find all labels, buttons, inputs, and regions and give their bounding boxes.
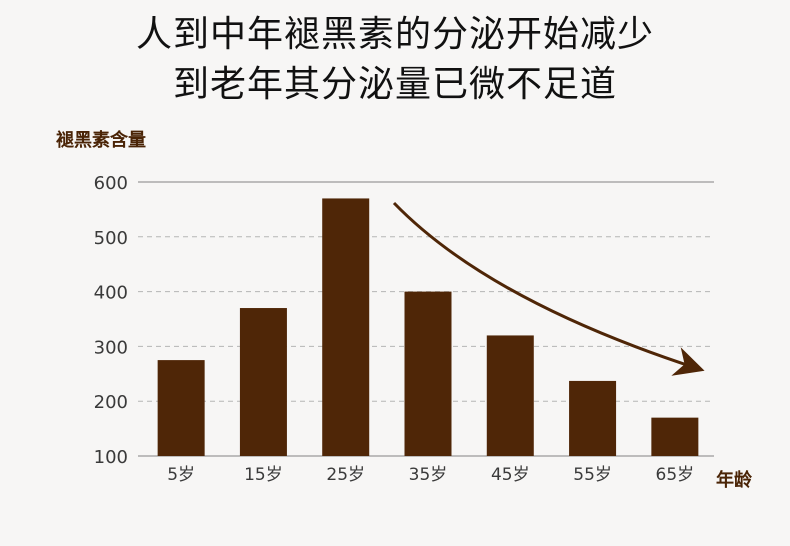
chart-title-line-2: 到老年其分泌量已微不足道: [172, 64, 617, 105]
x-tick-label: 65岁: [656, 465, 695, 485]
y-ticks: 100 200 300 400 500 600: [94, 173, 128, 468]
bar-45岁: [486, 335, 534, 456]
bar-25岁: [322, 198, 370, 456]
x-tick-label: 45岁: [491, 465, 530, 485]
bar-5岁: [157, 360, 205, 456]
y-tick-label: 500: [94, 228, 128, 249]
y-tick-label: 200: [94, 392, 128, 413]
bar-65岁: [651, 417, 699, 456]
chart-title: 人到中年褪黑素的分泌开始减少 到老年其分泌量已微不足道: [0, 10, 790, 110]
y-tick-label: 100: [94, 447, 128, 468]
y-tick-label: 600: [94, 173, 128, 194]
y-axis-label: 褪黑素含量: [56, 130, 146, 151]
x-tick-label: 35岁: [409, 465, 448, 485]
y-tick-label: 300: [94, 337, 128, 358]
bar-15岁: [239, 308, 287, 456]
y-tick-label: 400: [94, 283, 128, 304]
trend-arrow: [392, 201, 705, 376]
bar-35岁: [404, 291, 452, 456]
x-axis-label: 年龄: [716, 470, 752, 491]
x-ticks: 5岁 15岁 25岁 35岁 45岁 55岁 65岁: [167, 465, 694, 485]
chart-title-line-1: 人到中年褪黑素的分泌开始减少: [135, 14, 654, 55]
x-tick-label: 25岁: [326, 465, 365, 485]
x-tick-label: 15岁: [244, 465, 283, 485]
bar-55岁: [569, 380, 617, 456]
x-tick-label: 55岁: [573, 465, 612, 485]
x-tick-label: 5岁: [167, 465, 195, 485]
bars: [157, 198, 699, 456]
